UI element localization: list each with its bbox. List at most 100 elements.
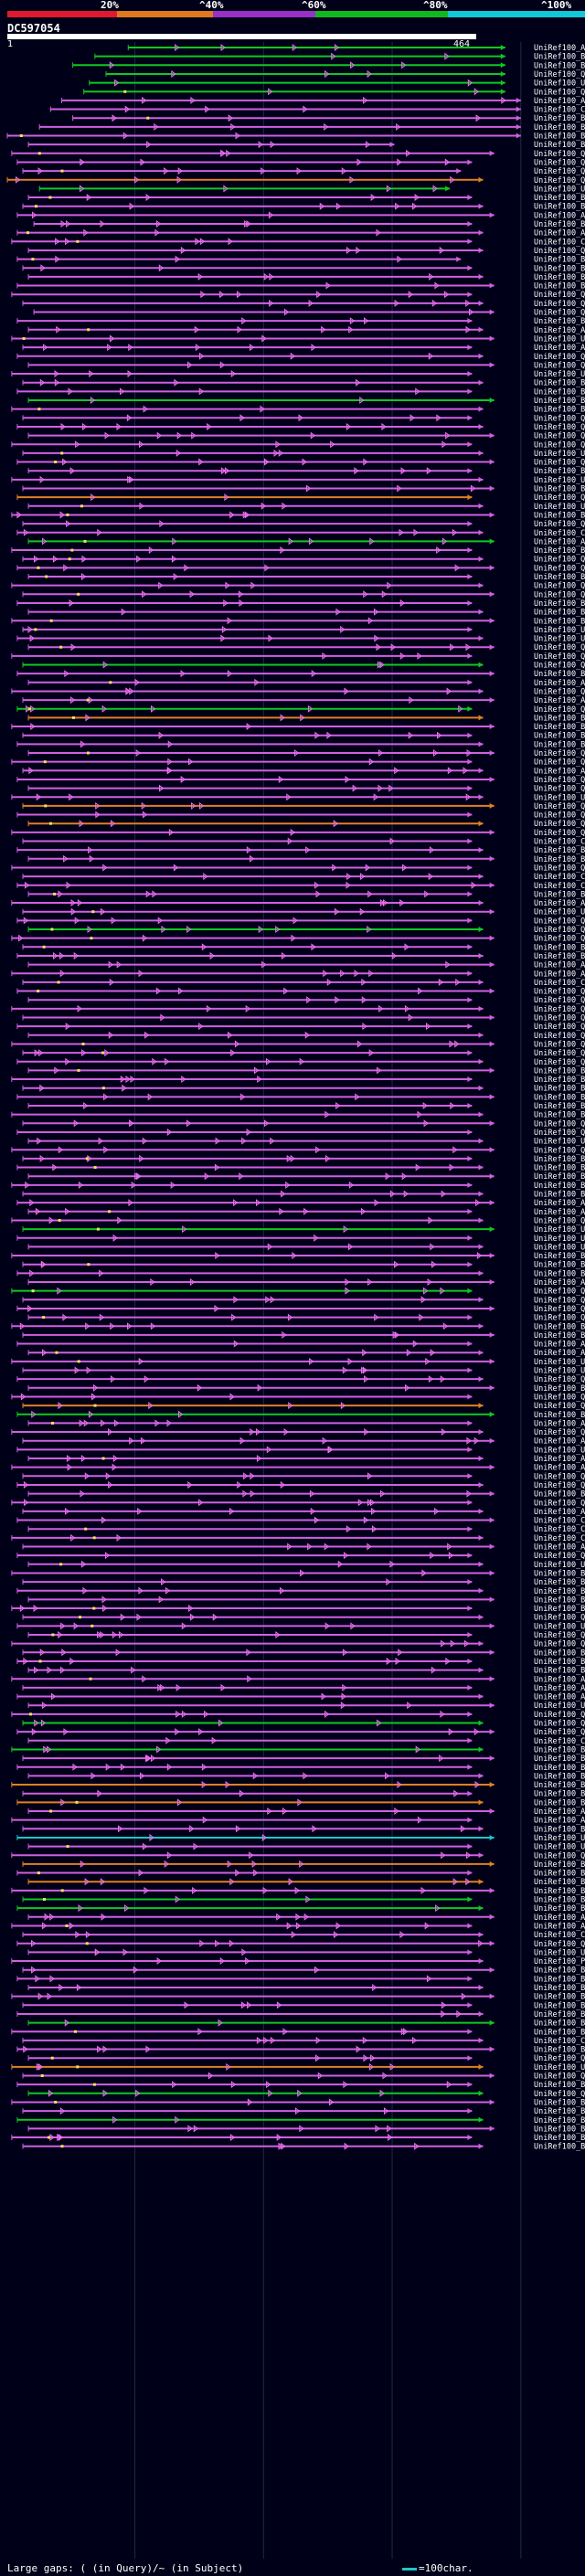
hit-label[interactable]: UniRef100_Q55SK2 (534, 1393, 585, 1402)
hit-label[interactable]: UniRef100_Q86AF2 (534, 353, 585, 362)
hit-label[interactable]: UniRef100_Q55FL7 (534, 643, 585, 652)
hit-row[interactable]: UniRef100_Q0JF51 (106, 70, 585, 80)
hit-label[interactable]: UniRef100_B4JWY5 (534, 573, 585, 582)
hit-label[interactable]: UniRef100_B4LAK5 (534, 890, 585, 899)
hit-row[interactable]: UniRef100_Q55EJ6 (17, 776, 585, 785)
hit-row[interactable]: UniRef100_B4P5W6 (17, 1870, 585, 1879)
hit-row[interactable]: UniRef100_B4PPL6 (28, 609, 585, 618)
hit-label[interactable]: UniRef100_A9PGR6 (534, 44, 585, 53)
hit-label[interactable]: UniRef100_Q0JF51 (534, 70, 585, 80)
hit-row[interactable]: UniRef100_Q8B2X1 (23, 590, 585, 599)
hit-row[interactable]: UniRef100_A8JBI7 (28, 537, 585, 546)
hit-row[interactable]: UniRef100_A0CRQ4 (23, 1684, 585, 1693)
hit-label[interactable]: UniRef100_C1N745 (534, 529, 585, 538)
hit-row[interactable]: UniRef100_B4LLQ7 (17, 740, 585, 749)
hit-label[interactable]: UniRef100_B4N3N7 (534, 714, 585, 723)
hit-row[interactable]: UniRef100_A0D468 (12, 1817, 585, 1826)
hit-label[interactable]: UniRef100_B4P312 (534, 1569, 585, 1578)
hit-label[interactable]: UniRef100_Q54TE3 (534, 493, 585, 503)
hit-label[interactable]: UniRef100_Q9ZN20 (534, 2054, 585, 2063)
hit-label[interactable]: UniRef100_A6NBN9 (534, 679, 585, 688)
hit-row[interactable]: UniRef100_Q6NU15 (12, 291, 585, 300)
hit-row[interactable]: UniRef100_Q55XI2 (17, 811, 585, 821)
hit-row[interactable]: UniRef100_A0E3T2 (28, 961, 585, 970)
hit-row[interactable]: UniRef100_Q55183 (28, 2090, 585, 2099)
hit-row[interactable]: UniRef100_UP1000... (12, 2063, 585, 2072)
hit-row[interactable]: UniRef100_UP1000... (12, 1358, 585, 1367)
hit-label[interactable]: UniRef100_Q55FT4 (534, 1129, 585, 1138)
hit-row[interactable]: UniRef100_B5U0M8 (12, 546, 585, 556)
hit-row[interactable]: UniRef100_B4JKX9 (17, 1411, 585, 1420)
hit-label[interactable]: UniRef100_C3YUZ1 (534, 838, 585, 847)
hit-row[interactable]: UniRef100_B4L4X0 (23, 2001, 585, 2010)
hit-row[interactable]: UniRef100_B1B5J6 (17, 2081, 585, 2090)
hit-label[interactable]: UniRef100_A6SRV5 (534, 1278, 585, 1288)
hit-row[interactable]: UniRef100_C5JXX0 (17, 1517, 585, 1526)
hit-label[interactable]: UniRef100_B4JYH9 (534, 1658, 585, 1667)
hit-label[interactable]: UniRef100_B4L2S2 (534, 1993, 585, 2002)
hit-row[interactable]: UniRef100_Q1DWZ9 (23, 1119, 585, 1129)
hit-label[interactable]: UniRef100_B4JJS9 (534, 732, 585, 741)
hit-label[interactable]: UniRef100_Q55SQ3 (534, 1614, 585, 1623)
hit-label[interactable]: UniRef100_Q54WI3 (534, 1552, 585, 1561)
hit-row[interactable]: UniRef100_B4IXB0 (17, 317, 585, 326)
hit-label[interactable]: UniRef100_B4KKV5 (534, 1595, 585, 1605)
hit-label[interactable]: UniRef100_A8P2D3 (534, 1419, 585, 1428)
hit-row[interactable]: UniRef100_Q54QE7 (12, 1499, 585, 1508)
hit-label[interactable]: UniRef100_Q4V945 (534, 2072, 585, 2082)
hit-label[interactable]: UniRef100_Q54NQ2 (534, 820, 585, 829)
hit-label[interactable]: UniRef100_B4KJQ0 (534, 2134, 585, 2143)
hit-label[interactable]: UniRef100_A0DFF4 (534, 211, 585, 220)
hit-row[interactable]: UniRef100_UP1000... (28, 1843, 585, 1852)
hit-row[interactable]: UniRef100_A0DIZ9 (23, 1508, 585, 1517)
hit-row[interactable]: UniRef100_UP1000... (17, 1446, 585, 1455)
hit-label[interactable]: UniRef100_A0E303 (534, 1341, 585, 1350)
hit-row[interactable]: UniRef100_B4JKP0 (17, 282, 585, 292)
hit-row[interactable]: UniRef100_B4KUN4 (23, 1790, 585, 1799)
hit-row[interactable]: UniRef100_B4KHF2 (23, 1648, 585, 1658)
hit-label[interactable]: UniRef100_B4L3V5 (534, 485, 585, 494)
hit-label[interactable]: UniRef100_Q55E32 (534, 556, 585, 565)
hit-label[interactable]: UniRef100_C7FZZ4 (534, 882, 585, 891)
hit-row[interactable]: UniRef100_Q54PT8 (12, 1640, 585, 1649)
hit-label[interactable]: UniRef100_B4N5R8 (534, 1155, 585, 1164)
hit-label[interactable]: UniRef100_B4L165 (534, 1331, 585, 1341)
hit-row[interactable]: UniRef100_A0DYG7 (12, 970, 585, 979)
hit-label[interactable]: UniRef100_A0C570 (534, 1349, 585, 1358)
hit-label[interactable]: UniRef100_B4KHF5 (534, 2019, 585, 2029)
hit-row[interactable]: UniRef100_UP1000... (28, 503, 585, 512)
hit-row[interactable]: UniRef100_B4M7R1 (12, 1887, 585, 1896)
hit-row[interactable]: UniRef100_A6NBN9 (28, 679, 585, 688)
hit-label[interactable]: UniRef100_B4NPX4 (534, 599, 585, 609)
hit-row[interactable]: UniRef100_B4JGH3 (28, 141, 585, 150)
hit-row[interactable]: UniRef100_Q86AF2 (17, 353, 585, 362)
hit-label[interactable]: UniRef100_C4YLU8 (534, 979, 585, 988)
hit-label[interactable]: UniRef100_B4IDB8 (534, 1667, 585, 1676)
hit-label[interactable]: UniRef100_B5E168 (534, 1490, 585, 1500)
hit-label[interactable]: UniRef100_Q77033 (534, 687, 585, 696)
hit-row[interactable]: UniRef100_Q86JL3 (23, 802, 585, 811)
hit-label[interactable]: UniRef100_B4JGH3 (534, 141, 585, 150)
hit-row[interactable]: UniRef100_Q54PJ4 (28, 926, 585, 935)
hit-label[interactable]: UniRef100_A7SMT1 (534, 1437, 585, 1447)
hit-row[interactable]: UniRef100_Q55ZX2 (28, 361, 585, 370)
hit-row[interactable]: UniRef100_Q4V945 (23, 2072, 585, 2082)
hit-label[interactable]: UniRef100_C5JXX0 (534, 1517, 585, 1526)
hit-label[interactable]: UniRef100_Q54YU0 (534, 300, 585, 309)
hit-row[interactable]: UniRef100_Q54UJ3 (12, 652, 585, 662)
hit-row[interactable]: UniRef100_B4L5N0 (17, 2116, 585, 2125)
hit-label[interactable]: UniRef100_Q54HP1 (534, 1216, 585, 1225)
hit-label[interactable]: UniRef100_Q9N335 (534, 423, 585, 432)
hit-label[interactable]: UniRef100_B4LZ11 (534, 203, 585, 212)
hit-label[interactable]: UniRef100_B4LQR2 (534, 1102, 585, 1111)
hit-row[interactable]: UniRef100_UP1000... (28, 1948, 585, 1957)
hit-label[interactable]: UniRef100_B4PSS6 (534, 397, 585, 406)
hit-row[interactable]: UniRef100_A2E4B3 (28, 326, 585, 335)
hit-label[interactable]: UniRef100_B4JYM9 (534, 1111, 585, 1120)
hit-row[interactable]: UniRef100_B4KKV5 (28, 1595, 585, 1605)
hit-label[interactable]: UniRef100_B4MXB0 (534, 1772, 585, 1781)
hit-row[interactable]: UniRef100_B4JJS9 (23, 732, 585, 741)
hit-row[interactable]: UniRef100_B4JC35 (23, 1896, 585, 1905)
hit-row[interactable]: UniRef100_Q54WI3 (17, 1552, 585, 1561)
hit-row[interactable]: UniRef100_B5DW53 (12, 1745, 585, 1754)
